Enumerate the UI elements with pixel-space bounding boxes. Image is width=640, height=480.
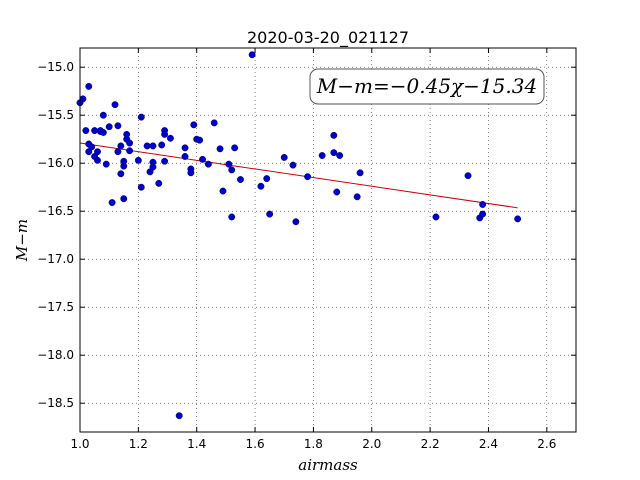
data-point (280, 153, 288, 161)
x-tick-label: 1.2 (129, 437, 148, 451)
x-tick-label: 2.2 (421, 437, 440, 451)
y-axis-ticks: −15.0 −15.5 −16.0 −16.5 −17.0 −17.5 −18.0 −18.5 (37, 60, 576, 410)
data-point (225, 160, 233, 168)
data-point (114, 122, 122, 130)
y-tick-label: −18.5 (37, 396, 74, 410)
y-tick-label: −17.0 (37, 252, 74, 266)
data-point (120, 195, 128, 203)
data-point (432, 213, 440, 221)
data-points (76, 51, 522, 420)
data-point (117, 142, 125, 150)
data-point (123, 130, 131, 138)
data-point (464, 172, 472, 180)
data-point (88, 143, 96, 151)
data-point (94, 156, 101, 164)
x-axis-ticks: 1.0 1.2 1.4 1.6 1.8 2.0 2.2 2.4 2.6 (70, 48, 556, 451)
y-tick-label: −15.0 (37, 60, 74, 74)
data-point (228, 166, 236, 174)
data-point (216, 145, 224, 153)
data-point (231, 144, 239, 152)
data-point (333, 188, 341, 196)
data-point (161, 157, 169, 165)
data-point (330, 131, 338, 139)
data-point (94, 148, 101, 156)
data-point (102, 160, 110, 168)
data-point (257, 182, 265, 190)
data-point (479, 201, 487, 208)
data-point (479, 210, 487, 218)
data-point (237, 176, 244, 183)
data-point (82, 127, 90, 135)
data-point (158, 141, 166, 149)
data-point (181, 144, 189, 152)
data-point (134, 156, 142, 164)
data-point (356, 169, 364, 177)
data-point (137, 183, 145, 191)
data-point (181, 153, 189, 160)
data-point (126, 147, 134, 155)
data-point (175, 412, 183, 420)
data-point (79, 95, 87, 103)
data-point (353, 193, 361, 201)
data-point (155, 179, 163, 187)
x-tick-label: 1.6 (246, 437, 265, 451)
x-tick-label: 1.4 (187, 437, 206, 451)
data-point (196, 136, 204, 144)
data-point (108, 199, 116, 207)
data-point (263, 175, 271, 183)
data-point (126, 139, 134, 147)
data-point (292, 218, 300, 226)
data-point (120, 157, 128, 165)
x-tick-label: 2.4 (479, 437, 498, 451)
data-point (161, 130, 169, 138)
data-point (514, 215, 522, 223)
data-point (99, 129, 107, 136)
x-tick-label: 2.6 (537, 437, 556, 451)
data-point (111, 101, 119, 109)
data-point (187, 169, 195, 177)
data-point (117, 170, 125, 178)
data-point (330, 149, 338, 157)
data-point (219, 187, 227, 195)
fit-equation-annotation: M−m=−0.45χ−15.34 (316, 74, 537, 98)
x-tick-label: 1.0 (70, 437, 89, 451)
data-point (85, 82, 93, 90)
data-point (99, 111, 107, 119)
y-tick-label: −16.5 (37, 204, 74, 218)
fit-line-group (79, 142, 518, 209)
data-point (304, 173, 312, 181)
data-point (149, 163, 157, 171)
fit-annotation-box (309, 68, 545, 105)
data-point (248, 51, 256, 59)
grid-lines (80, 48, 576, 432)
data-point (190, 121, 198, 129)
data-point (114, 148, 122, 156)
fit-line (79, 142, 518, 209)
data-point (105, 123, 113, 131)
data-point (336, 152, 344, 159)
plot-frame (79, 47, 577, 433)
y-tick-label: −16.0 (37, 156, 74, 170)
data-point (199, 155, 206, 163)
y-tick-label: −18.0 (37, 348, 74, 362)
data-point (204, 160, 212, 168)
data-point (91, 127, 99, 135)
x-tick-label: 1.8 (304, 437, 323, 451)
data-point (318, 152, 326, 159)
data-point (266, 210, 274, 218)
x-tick-label: 2.0 (362, 437, 381, 451)
chart-title: 2020-03-20_021127 (247, 28, 409, 48)
data-point (143, 142, 151, 150)
data-point (149, 142, 157, 150)
data-point (289, 161, 297, 169)
y-tick-label: −17.5 (37, 300, 74, 314)
data-point (210, 119, 218, 127)
data-point (228, 213, 236, 221)
y-axis-label: M−m (13, 219, 31, 262)
x-axis-label: airmass (298, 456, 358, 474)
y-tick-label: −15.5 (37, 108, 74, 122)
data-point (166, 134, 174, 142)
data-point (137, 113, 145, 121)
